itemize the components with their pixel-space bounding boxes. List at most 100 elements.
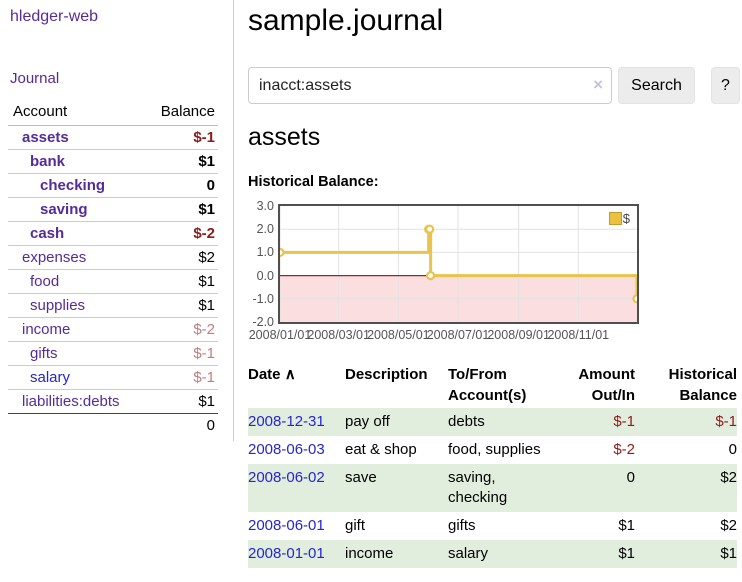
- accounts-header-balance: Balance: [142, 100, 218, 126]
- transaction-date-link[interactable]: 2008-01-01: [248, 545, 325, 562]
- transaction-description: gift: [345, 517, 366, 534]
- data-point-marker: [425, 224, 435, 234]
- transaction-amount: $-2: [613, 441, 635, 458]
- account-link-income[interactable]: income: [22, 321, 71, 338]
- transaction-date-link[interactable]: 2008-06-01: [248, 517, 325, 534]
- transaction-date-link[interactable]: 2008-12-31: [248, 413, 325, 430]
- transaction-balance: $2: [720, 469, 737, 486]
- transaction-balance: $2: [720, 517, 737, 534]
- account-row: salary $-1: [8, 365, 218, 390]
- account-balance: $1: [142, 269, 218, 294]
- chart-title: Historical Balance:: [248, 174, 379, 190]
- account-balance: $1: [142, 293, 218, 318]
- account-balance: $-2: [142, 221, 218, 246]
- sort-caret-up-icon: ∧: [284, 366, 296, 383]
- register-header-balance: Historical Balance: [668, 366, 737, 404]
- account-link-expenses[interactable]: expenses: [22, 249, 87, 266]
- clear-search-icon[interactable]: ×: [593, 75, 603, 94]
- register-header-description: Description: [345, 366, 428, 383]
- register-row: 2008-06-02 save saving, checking 0 $2: [248, 464, 737, 512]
- account-balance: $1: [142, 149, 218, 174]
- y-axis-tick-label: 0.0: [256, 268, 274, 283]
- account-row: saving $1: [8, 197, 218, 222]
- account-heading: assets: [248, 123, 321, 151]
- account-link-gifts[interactable]: gifts: [30, 345, 58, 362]
- account-link-assets[interactable]: assets: [22, 129, 69, 146]
- account-balance: $1: [142, 389, 218, 414]
- account-row: food $1: [8, 269, 218, 294]
- transaction-balance: 0: [728, 441, 737, 458]
- x-axis-tick-label: 2008/11/01: [547, 328, 610, 342]
- account-row: checking 0: [8, 173, 218, 198]
- transaction-amount: 0: [626, 469, 635, 486]
- accounts-total-row: 0: [8, 413, 218, 437]
- page-title: sample.journal: [248, 4, 444, 37]
- y-axis-tick-label: -1.0: [252, 291, 274, 306]
- chart-plot-area[interactable]: $: [278, 204, 639, 324]
- account-link-food[interactable]: food: [30, 273, 60, 290]
- account-link-bank[interactable]: bank: [30, 153, 66, 170]
- y-axis-tick-label: 3.0: [256, 199, 274, 213]
- register-header-date-label: Date: [248, 366, 281, 383]
- register-header-row: Date ∧ Description To/From Account(s) Am…: [248, 362, 737, 408]
- search-button[interactable]: Search: [618, 67, 695, 104]
- register-row: 2008-06-03 eat & shop food, supplies $-2…: [248, 436, 737, 464]
- register-row: 2008-06-01 gift gifts $1 $2: [248, 512, 737, 540]
- transaction-description: pay off: [345, 413, 390, 430]
- y-axis-tick-label: -2.0: [252, 315, 274, 329]
- search-box: ×: [248, 67, 612, 104]
- transaction-date-link[interactable]: 2008-06-02: [248, 469, 325, 486]
- help-button[interactable]: ?: [711, 67, 740, 104]
- historical-balance-chart[interactable]: $ 3.0 2.0 1.0 0.0 -1.0 -2.0 2008/01/01 2008/03/…: [248, 199, 738, 346]
- account-link-supplies[interactable]: supplies: [30, 297, 86, 314]
- account-balance: $-1: [193, 129, 215, 146]
- account-row: assets $-1: [8, 126, 218, 150]
- account-row: cash $-2: [8, 221, 218, 246]
- transaction-accounts: debts: [448, 413, 485, 430]
- register-header-accounts: To/From Account(s): [448, 366, 527, 404]
- register-table: Date ∧ Description To/From Account(s) Am…: [248, 362, 737, 568]
- transaction-date-link[interactable]: 2008-06-03: [248, 441, 325, 458]
- x-axis-tick-label: 2008/09/01: [487, 328, 550, 342]
- data-point-marker: [426, 270, 436, 281]
- account-balance: $2: [142, 245, 218, 270]
- legend-label: $: [622, 211, 630, 226]
- account-row: expenses $2: [8, 245, 218, 270]
- account-row: bank $1: [8, 149, 218, 174]
- legend-swatch-icon: [608, 212, 622, 225]
- transaction-accounts: gifts: [448, 517, 476, 534]
- register-row: 2008-12-31 pay off debts $-1 $-1: [248, 408, 737, 436]
- chart-svg: [280, 206, 637, 322]
- accounts-total-balance: 0: [142, 413, 218, 437]
- transaction-accounts: salary: [448, 545, 489, 562]
- y-axis-tick-label: 1.0: [256, 245, 274, 260]
- account-link-checking[interactable]: checking: [40, 177, 106, 194]
- register-header-date[interactable]: Date ∧: [248, 362, 345, 408]
- data-point-marker: [632, 294, 637, 304]
- account-row: liabilities:debts $1: [8, 389, 218, 414]
- account-link-cash[interactable]: cash: [30, 225, 65, 242]
- transaction-amount: $1: [618, 517, 635, 534]
- y-axis-tick-label: 2.0: [256, 222, 274, 237]
- search-input[interactable]: [248, 67, 612, 104]
- account-link-saving[interactable]: saving: [40, 201, 88, 218]
- x-axis-tick-label: 2008/07/01: [426, 328, 490, 342]
- transaction-description: eat & shop: [345, 441, 417, 458]
- account-balance: $1: [142, 197, 218, 222]
- search-row: × Search ?: [248, 67, 742, 104]
- transaction-amount: $1: [618, 545, 635, 562]
- chart-legend: $: [608, 211, 630, 226]
- nav-journal-link[interactable]: Journal: [10, 70, 60, 87]
- transaction-amount: $-1: [613, 413, 635, 430]
- account-link-salary[interactable]: salary: [30, 369, 71, 386]
- app-title-link[interactable]: hledger-web: [10, 8, 99, 25]
- main-content: sample.journal × Search ? assets Histori…: [234, 0, 742, 568]
- accounts-header-account: Account: [8, 100, 143, 126]
- register-row: 2008-01-01 income salary $1 $1: [248, 540, 737, 568]
- account-balance: $-1: [142, 365, 218, 390]
- hledger-web-app: hledger-web Journal Account Balance asse…: [8, 0, 742, 568]
- transaction-balance: $1: [720, 545, 737, 562]
- transaction-description: save: [345, 469, 377, 486]
- account-row: gifts $-1: [8, 341, 218, 366]
- account-link-liabilities-debts[interactable]: liabilities:debts: [22, 393, 120, 410]
